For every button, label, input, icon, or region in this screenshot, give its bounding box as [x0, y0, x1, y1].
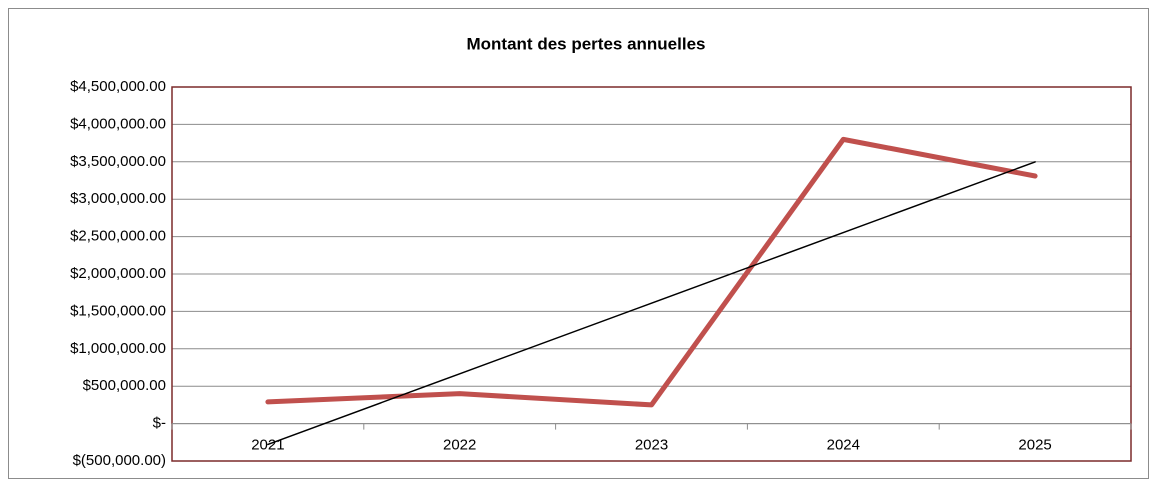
y-tick-label: $1,000,000.00: [70, 340, 166, 357]
x-tick-label: 2022: [443, 437, 476, 454]
y-tick-label: $500,000.00: [83, 377, 166, 394]
data-line: [265, 136, 1038, 408]
y-tick-label: $(500,000.00): [73, 452, 166, 469]
y-tick-label: $1,500,000.00: [70, 302, 166, 319]
chart-border: [8, 8, 1149, 479]
y-tick-label: $4,000,000.00: [70, 115, 166, 132]
y-tick-label: $3,000,000.00: [70, 190, 166, 207]
y-tick-label: $2,000,000.00: [70, 265, 166, 282]
chart-title: Montant des pertes annuelles: [467, 34, 706, 53]
y-tick-label: $4,500,000.00: [70, 78, 166, 95]
y-tick-label: $-: [153, 415, 166, 432]
y-tick-label: $3,500,000.00: [70, 153, 166, 170]
y-tick-label: $2,500,000.00: [70, 228, 166, 245]
x-tick-label: 2023: [635, 437, 668, 454]
trend-line: [267, 161, 1036, 446]
x-tick-label: 2025: [1018, 437, 1051, 454]
plot-area-border: [171, 86, 1132, 462]
x-tick-label: 2024: [827, 437, 860, 454]
